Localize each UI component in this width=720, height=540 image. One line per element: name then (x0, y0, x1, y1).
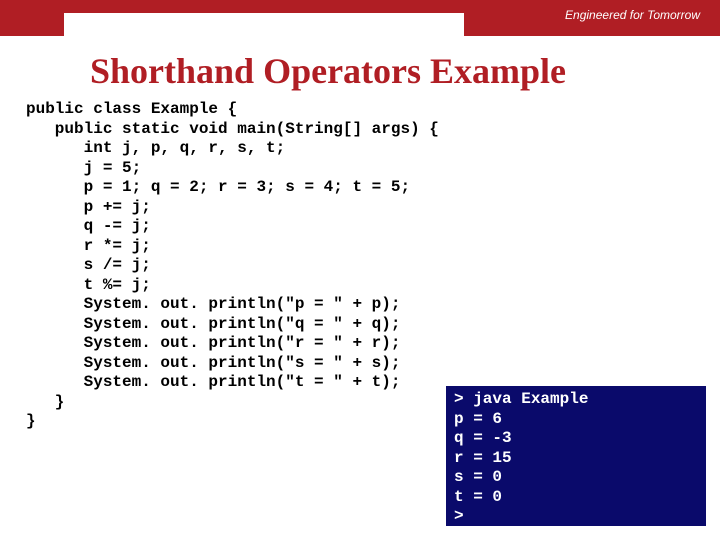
header-tagline: Engineered for Tomorrow (565, 8, 700, 22)
page-title: Shorthand Operators Example (90, 50, 566, 92)
code-block: public class Example { public static voi… (26, 100, 439, 432)
output-box: > java Example p = 6 q = -3 r = 15 s = 0… (446, 386, 706, 526)
